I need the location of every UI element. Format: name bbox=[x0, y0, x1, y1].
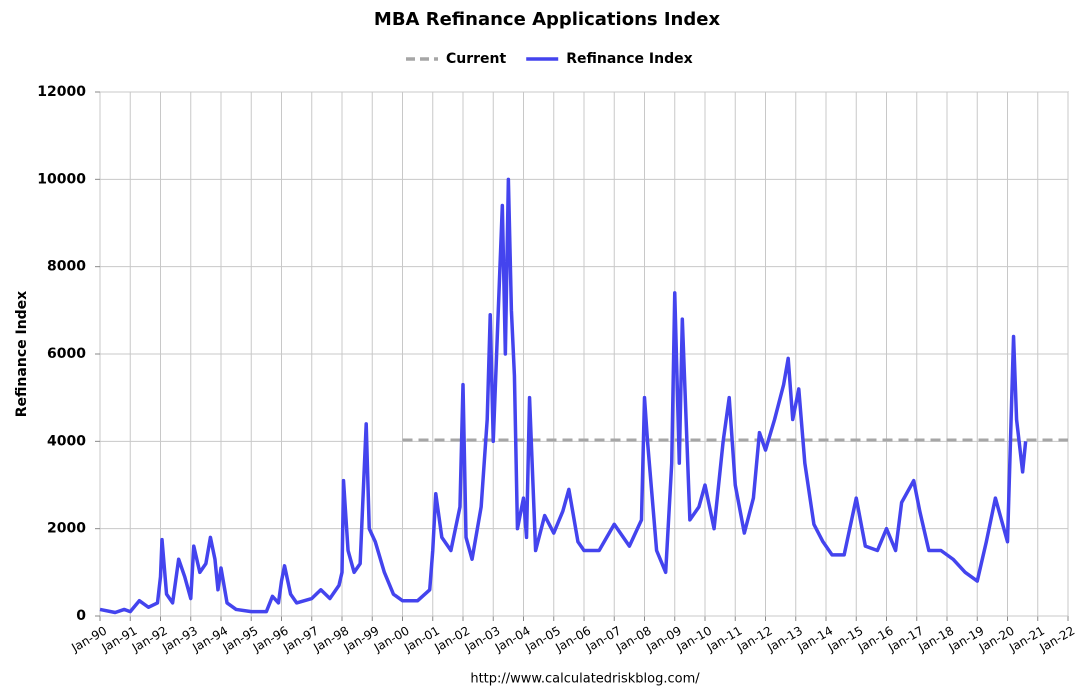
chart-title: MBA Refinance Applications Index bbox=[374, 9, 721, 30]
y-tick-label: 0 bbox=[76, 608, 86, 624]
series-line bbox=[99, 177, 1028, 615]
y-tick-label: 8000 bbox=[47, 259, 86, 275]
y-tick-label: 10000 bbox=[37, 171, 86, 187]
y-tick-label: 2000 bbox=[47, 521, 86, 537]
legend-label: Current bbox=[446, 51, 507, 67]
source: http://www.calculatedriskblog.com/ bbox=[470, 672, 700, 687]
y-tick-label: 6000 bbox=[47, 346, 86, 362]
y-axis-label: Refinance Index bbox=[14, 291, 30, 417]
y-tick-label: 12000 bbox=[37, 84, 86, 100]
legend-label: Refinance Index bbox=[566, 51, 692, 67]
y-tick-label: 4000 bbox=[47, 433, 86, 449]
